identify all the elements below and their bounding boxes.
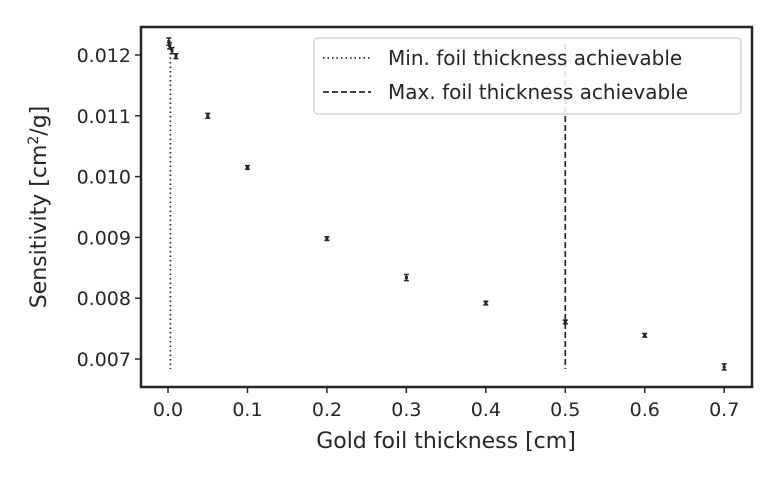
x-axis-label: Gold foil thickness [cm]	[316, 429, 576, 454]
marker	[245, 165, 249, 169]
legend-label-max: Max. foil thickness achievable	[388, 80, 688, 104]
x-tick-label: 0.1	[232, 399, 262, 421]
y-tick-label: 0.007	[77, 349, 131, 371]
marker	[722, 365, 726, 369]
y-tick-label: 0.010	[77, 167, 131, 189]
marker	[325, 237, 329, 241]
marker	[206, 114, 210, 118]
data-points	[166, 37, 727, 371]
marker	[484, 301, 488, 305]
legend: Min. foil thickness achievable Max. foil…	[313, 37, 742, 115]
legend-label-min: Min. foil thickness achievable	[388, 46, 682, 70]
marker	[174, 54, 178, 58]
data-point	[205, 112, 211, 119]
marker	[643, 333, 647, 337]
data-point	[483, 300, 489, 306]
x-tick-label: 0.3	[391, 399, 421, 421]
y-tick-label: 0.012	[77, 45, 131, 67]
marker	[167, 40, 171, 44]
marker	[563, 320, 567, 324]
y-axis-label-text: Sensitivity [cm	[27, 145, 52, 309]
legend-box	[313, 37, 742, 115]
x-axis-ticks: 0.0 0.1 0.2 0.3 0.4 0.5 0.6 0.7	[153, 387, 739, 421]
y-tick-label: 0.008	[77, 288, 131, 310]
x-tick-label: 0.4	[471, 399, 501, 421]
x-tick-label: 0.2	[312, 399, 342, 421]
x-tick-label: 0.6	[630, 399, 660, 421]
y-tick-label: 0.011	[77, 106, 131, 128]
y-axis-ticks: 0.007 0.008 0.009 0.010 0.011 0.012	[77, 45, 141, 371]
data-point	[173, 53, 179, 60]
data-point	[721, 363, 727, 371]
y-tick-label: 0.009	[77, 227, 131, 249]
y-axis-label-tail: /g]	[27, 106, 52, 136]
marker	[170, 49, 174, 53]
marker	[404, 276, 408, 280]
y-axis-label-sup: 2	[26, 136, 42, 145]
data-point	[324, 236, 330, 242]
marker	[168, 44, 172, 48]
plot-frame	[139, 25, 754, 389]
data-point	[562, 319, 568, 325]
y-axis-label: Sensitivity [cm2/g]	[26, 106, 52, 309]
x-tick-label: 0.5	[550, 399, 580, 421]
data-point	[642, 332, 648, 338]
data-point	[244, 164, 250, 171]
x-tick-label: 0.0	[153, 399, 183, 421]
x-tick-label: 0.7	[709, 399, 739, 421]
data-point	[403, 273, 409, 282]
